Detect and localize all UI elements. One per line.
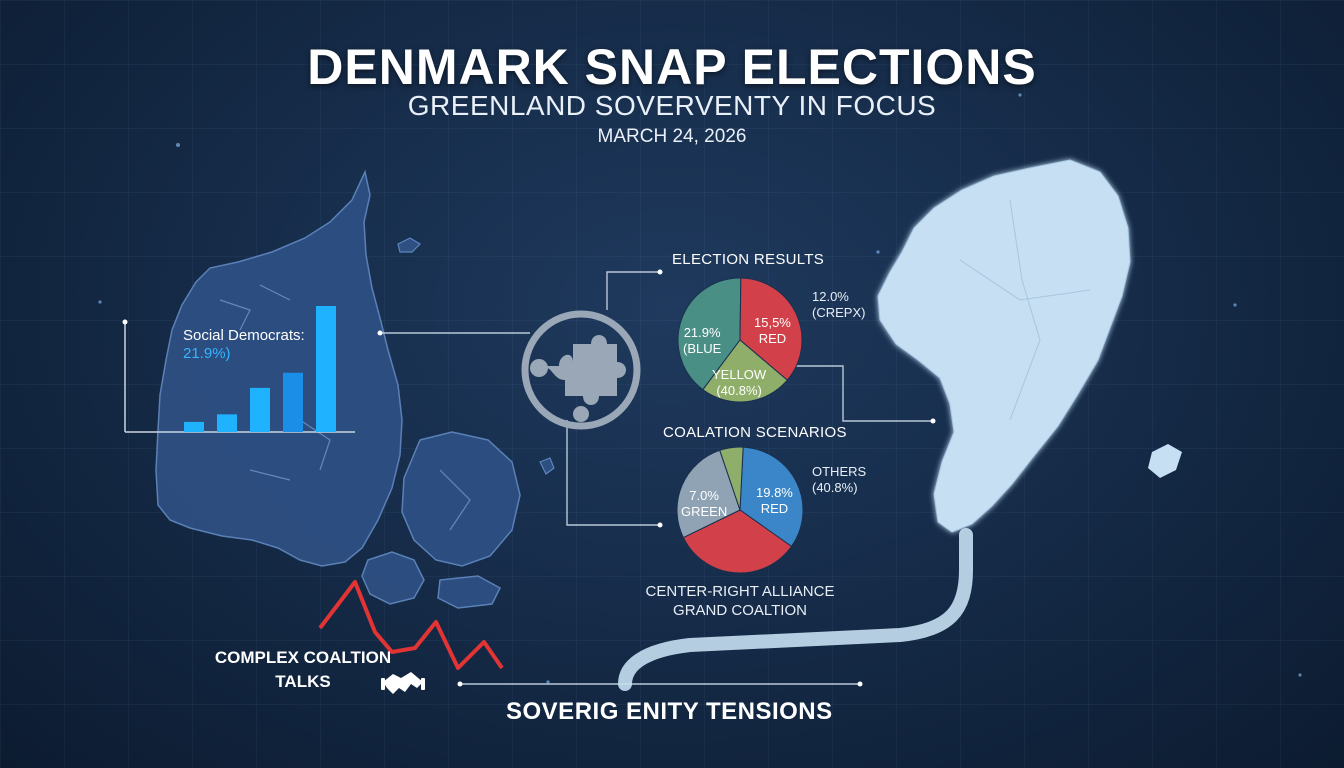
coalition-heading: COALATION SCENARIOS: [663, 424, 847, 441]
coalition-talks-label: COMPLEX COALTION TALKS: [203, 646, 403, 694]
greenland-islet: [1148, 444, 1182, 478]
handshake-icon: [381, 672, 425, 694]
election-slice-yellow-label: YELLOW (40.8%): [712, 367, 766, 399]
coalition-slice-green-label: 7.0% GREEN: [681, 488, 727, 520]
coalition-slice-2: [682, 509, 793, 574]
bar-4: [283, 372, 303, 432]
greenland-region-lines: [959, 199, 1091, 421]
bar-chart-label: Social Democrats:: [183, 327, 305, 344]
coalition-scenarios-pie: [676, 446, 804, 574]
sovereignty-curve: [618, 528, 973, 691]
talks-line1: COMPLEX COALTION: [214, 648, 392, 667]
talks-line2: TALKS: [275, 672, 331, 691]
bar-chart-value: 21.9%): [183, 345, 231, 362]
coalition-slice-1: [739, 446, 804, 548]
coalition-slice-red-label: 19.8% RED: [756, 485, 793, 517]
election-results-heading: ELECTION RESULTS: [672, 251, 825, 268]
election-slice-blue-label: 21.9% (BLUE: [683, 325, 721, 357]
page-date: MARCH 24, 2026: [597, 126, 747, 147]
election-slice-2: [739, 277, 803, 381]
coalition-outside-name: OTHERS: [812, 464, 867, 479]
bar-1: [184, 421, 204, 432]
coalition-slice-red-value: 19.8%: [756, 485, 793, 500]
trend-line: [318, 580, 504, 670]
page-subtitle: GREENLAND SOVERVENTY IN FOCUS: [407, 90, 937, 121]
election-slice-yellow-value: (40.8%): [716, 383, 762, 398]
election-slice-red-name: RED: [758, 331, 787, 346]
coalition-footer: CENTER-RIGHT ALLIANCE GRAND COALTION: [600, 582, 880, 620]
election-slice-yellow-name: YELLOW: [712, 367, 767, 382]
coalition-slice-green-value: 7.0%: [689, 488, 719, 503]
connector-lines: [377, 269, 936, 687]
puzzle-hub-icon: [521, 310, 641, 430]
election-slice-blue-value: 21.9%: [683, 325, 721, 340]
jutland-peninsula: [155, 169, 403, 567]
coalition-slice-red-name: RED: [760, 501, 789, 516]
sovereignty-tensions-title: SOVERIG ENITY TENSIONS: [506, 698, 833, 725]
coalition-footer-line2: GRAND COALTION: [673, 602, 807, 619]
coalition-outside-value: (40.8%): [812, 480, 858, 495]
election-slice-red-label: 15,5% RED: [754, 315, 791, 347]
small-islet-east: [539, 457, 555, 475]
coalition-footer-line1: CENTER-RIGHT ALLIANCE: [645, 583, 835, 600]
bar-3: [250, 387, 270, 432]
zealand-island: [401, 431, 521, 567]
coalition-slice-4: [719, 446, 744, 511]
page-title: DENMARK SNAP ELECTIONS: [307, 39, 1037, 95]
bar-5: [316, 306, 336, 432]
coalition-outside-label: OTHERS (40.8%): [812, 464, 866, 496]
greenland-map: [877, 159, 1131, 533]
election-outside-value: 12.0%: [812, 289, 849, 304]
bar-chart-bars: [184, 306, 336, 432]
lolland-island: [437, 575, 501, 609]
election-slice-blue-name: (BLUE: [683, 341, 722, 356]
small-islet-north: [397, 237, 421, 253]
sparkle-dots: [98, 93, 1302, 684]
election-slice-1: [677, 277, 742, 391]
election-outside-label: 12.0% (CREPX): [812, 289, 865, 321]
fjord-lines: [219, 284, 471, 531]
funen-island: [361, 551, 425, 605]
election-outside-name: (CREPX): [812, 305, 866, 320]
election-slice-red-value: 15,5%: [754, 315, 791, 330]
election-results-pie: [677, 277, 803, 403]
denmark-map: [155, 169, 555, 609]
coalition-slice-3: [676, 449, 741, 539]
coalition-slice-green-name: GREEN: [681, 504, 728, 519]
bar-2: [217, 414, 237, 432]
election-slice-3: [702, 339, 788, 403]
